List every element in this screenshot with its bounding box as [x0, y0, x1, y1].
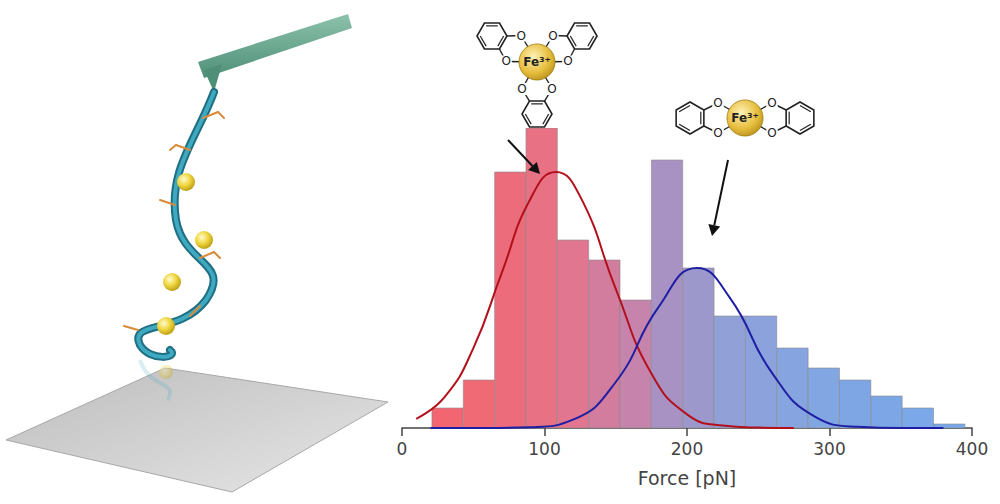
svg-text:O: O — [548, 29, 557, 43]
svg-text:O: O — [501, 54, 510, 68]
svg-text:Force [pN]: Force [pN] — [638, 467, 737, 489]
svg-text:0: 0 — [397, 439, 408, 459]
svg-text:O: O — [713, 96, 722, 110]
svg-text:O: O — [563, 54, 572, 68]
svg-text:Fe³⁺: Fe³⁺ — [523, 55, 550, 69]
svg-text:100: 100 — [528, 439, 560, 459]
svg-text:O: O — [516, 29, 525, 43]
svg-text:O: O — [517, 82, 526, 96]
svg-text:O: O — [713, 126, 722, 140]
svg-text:O: O — [547, 82, 556, 96]
svg-text:Fe³⁺: Fe³⁺ — [731, 111, 758, 125]
svg-text:300: 300 — [813, 439, 845, 459]
svg-text:O: O — [767, 126, 776, 140]
svg-text:200: 200 — [671, 439, 703, 459]
svg-text:O: O — [767, 96, 776, 110]
svg-text:400: 400 — [956, 439, 988, 459]
